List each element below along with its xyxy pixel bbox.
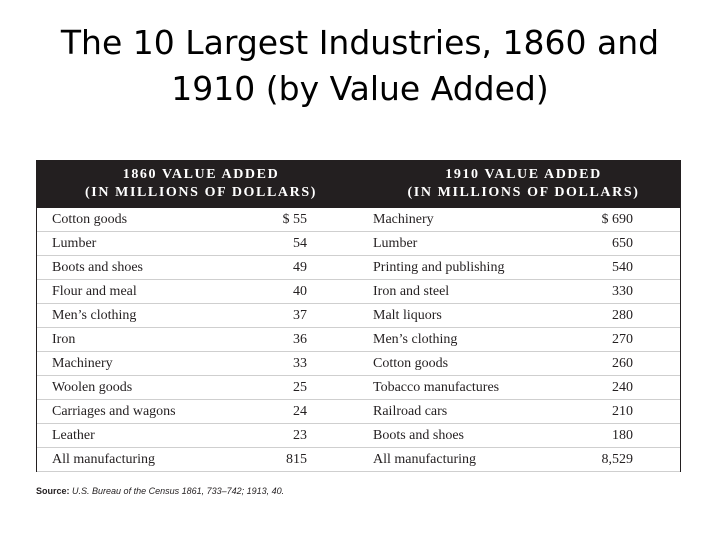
industry-1910-cell: Boots and shoes	[373, 428, 464, 443]
industry-1860-cell: Carriages and wagons	[52, 404, 176, 419]
industry-1910-cell: Machinery	[373, 212, 434, 227]
value-1860-cell: 49	[293, 260, 307, 275]
value-1910-cell: 260	[612, 356, 633, 371]
value-1860-cell: 37	[293, 308, 307, 323]
source-text: U.S. Bureau of the Census 1861, 733–742;…	[72, 486, 285, 496]
header-1910: 1910 VALUE ADDED (IN MILLIONS OF DOLLARS…	[366, 166, 681, 202]
value-1860-cell: 25	[293, 380, 307, 395]
table-row: Carriages and wagons 24 Railroad cars 210	[37, 400, 680, 424]
value-1910-cell: 540	[612, 260, 633, 275]
table-row: Lumber 54 Lumber 650	[37, 232, 680, 256]
industry-1910-cell: Railroad cars	[373, 404, 448, 419]
header-1910-subtitle: (IN MILLIONS OF DOLLARS)	[407, 185, 640, 200]
industry-1910-cell: Tobacco manufactures	[373, 380, 500, 395]
value-1910-cell: 210	[612, 404, 633, 419]
header-1860-subtitle: (IN MILLIONS OF DOLLARS)	[85, 185, 317, 200]
industry-1910-cell: Cotton goods	[373, 356, 449, 371]
table-row: All manufacturing 815 All manufacturing 8,5…	[37, 448, 680, 472]
header-1910-title: 1910 VALUE ADDED	[445, 167, 602, 182]
industry-1910-cell: All manufacturing	[373, 452, 477, 467]
value-1910-cell: 180	[612, 428, 633, 443]
value-1910-cell: 8,529	[601, 452, 634, 467]
industry-1910-cell: Iron and steel	[373, 284, 450, 299]
industry-1910-cell: Lumber	[373, 236, 418, 251]
industry-1910-cell: Malt liquors	[373, 308, 442, 323]
source-note: Source: U.S. Bureau of the Census 1861, …	[36, 486, 284, 496]
table-row: Men’s clothing 37 Malt liquors 280	[37, 304, 680, 328]
value-1910-cell: 280	[612, 308, 633, 323]
value-1910-cell: 330	[612, 284, 633, 299]
value-1910-cell: 650	[612, 236, 633, 251]
value-1860-cell: 815	[286, 452, 307, 467]
value-1860-cell: 23	[293, 428, 307, 443]
value-1860-cell: 33	[293, 356, 307, 371]
table-row: Cotton goods $ 55 Machinery $ 690	[37, 208, 680, 232]
table-row: Boots and shoes 49 Printing and publishing…	[37, 256, 680, 280]
table-body: Cotton goods $ 55 Machinery $ 690 Lumber 54 Lu…	[36, 208, 681, 472]
industry-1860-cell: Boots and shoes	[52, 260, 143, 275]
table-row: Leather 23 Boots and shoes 180	[37, 424, 680, 448]
value-1860-cell: 54	[293, 236, 307, 251]
industries-table: 1860 VALUE ADDED (IN MILLIONS OF DOLLARS…	[36, 160, 681, 472]
value-1860-cell: $ 55	[282, 212, 308, 227]
industry-1860-cell: Flour and meal	[52, 284, 137, 299]
table-header: 1860 VALUE ADDED (IN MILLIONS OF DOLLARS…	[36, 160, 681, 208]
industry-1860-cell: Men’s clothing	[52, 308, 137, 323]
header-1860-title: 1860 VALUE ADDED	[122, 167, 280, 182]
industry-1860-cell: All manufacturing	[52, 452, 156, 467]
industry-1860-cell: Cotton goods	[52, 212, 128, 227]
value-1910-cell: 240	[612, 380, 633, 395]
value-1910-cell: 270	[612, 332, 633, 347]
industry-1860-cell: Iron	[52, 332, 76, 347]
value-1910-cell: $ 690	[601, 212, 634, 227]
table-row: Machinery 33 Cotton goods 260	[37, 352, 680, 376]
header-1860: 1860 VALUE ADDED (IN MILLIONS OF DOLLARS…	[36, 166, 366, 202]
table-row: Iron 36 Men’s clothing 270	[37, 328, 680, 352]
table-row: Woolen goods 25 Tobacco manufactures 240	[37, 376, 680, 400]
slide-title: The 10 Largest Industries, 1860 and 1910…	[60, 23, 660, 108]
industry-1910-cell: Men’s clothing	[373, 332, 458, 347]
value-1860-cell: 36	[293, 332, 307, 347]
industry-1860-cell: Woolen goods	[52, 380, 133, 395]
value-1860-cell: 24	[293, 404, 307, 419]
industry-1860-cell: Lumber	[52, 236, 97, 251]
industry-1860-cell: Machinery	[52, 356, 113, 371]
industry-1910-cell: Printing and publishing	[373, 260, 505, 275]
table-row: Flour and meal 40 Iron and steel 330	[37, 280, 680, 304]
industry-1860-cell: Leather	[52, 428, 95, 443]
value-1860-cell: 40	[293, 284, 307, 299]
source-label: Source:	[36, 486, 70, 496]
